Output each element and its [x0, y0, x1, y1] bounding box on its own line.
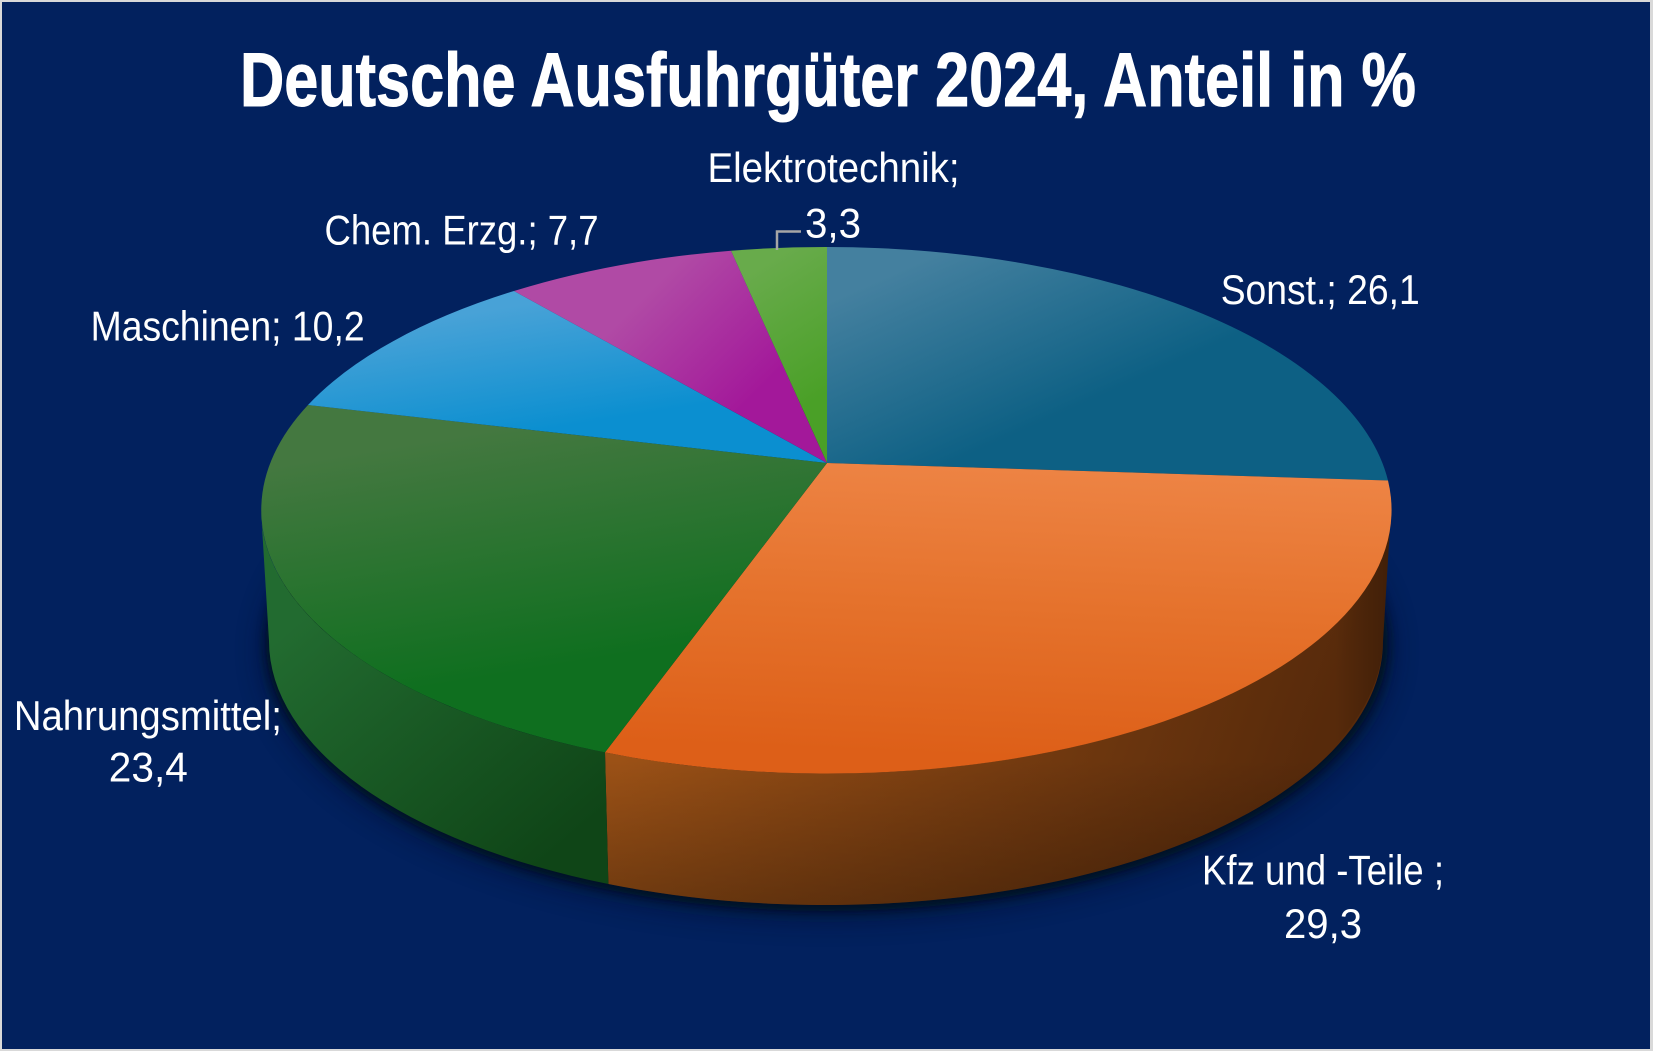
svg-text:Chem. Erzg.; 7,7: Chem. Erzg.; 7,7	[325, 206, 599, 253]
svg-text:Deutsche Ausfuhrgüter 2024, An: Deutsche Ausfuhrgüter 2024, Anteil in %	[240, 38, 1416, 123]
svg-text:29,3: 29,3	[1284, 900, 1362, 947]
svg-text:Maschinen; 10,2: Maschinen; 10,2	[91, 302, 365, 349]
svg-text:Nahrungsmittel;: Nahrungsmittel;	[14, 692, 282, 739]
svg-text:3,3: 3,3	[805, 200, 861, 247]
svg-text:23,4: 23,4	[109, 744, 188, 791]
svg-text:Sonst.; 26,1: Sonst.; 26,1	[1221, 266, 1420, 313]
svg-text:Elektrotechnik;: Elektrotechnik;	[708, 144, 960, 191]
svg-text:Kfz und -Teile ;: Kfz und -Teile ;	[1202, 847, 1444, 894]
